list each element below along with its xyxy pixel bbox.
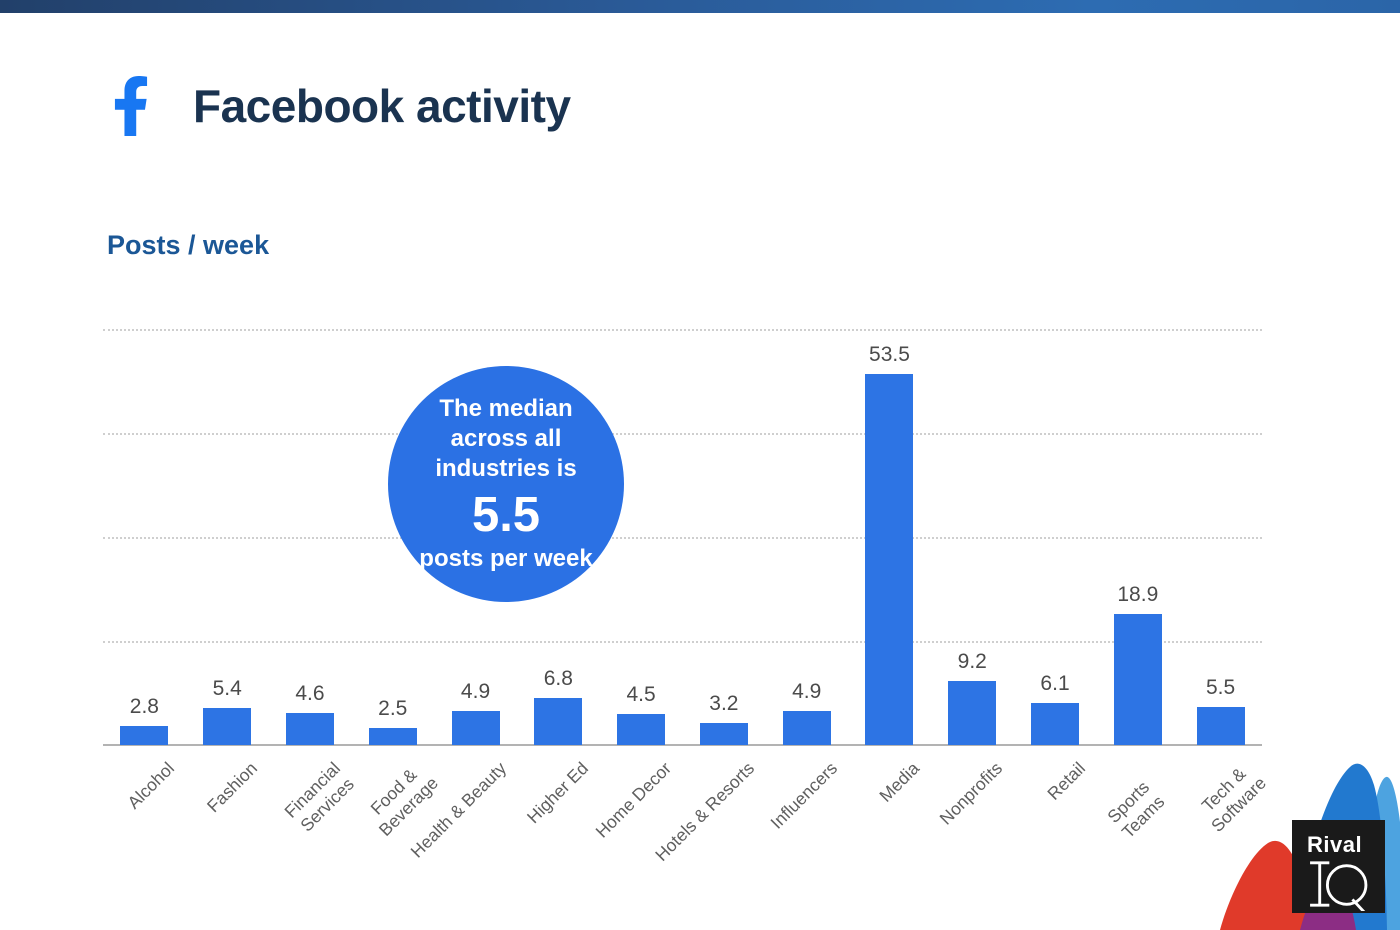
bar-value-label: 4.9 [792,680,822,704]
median-value: 5.5 [471,487,541,542]
bar-value-label: 4.6 [295,682,325,706]
bar [451,711,500,745]
bar [203,707,252,745]
median-text-line3: industries is [435,454,577,482]
median-annotation-circle: The median across all industries is 5.5 … [388,366,624,602]
bar [617,713,666,745]
median-text-line4: posts per week [419,544,593,572]
bar-value-label: 53.5 [869,343,910,367]
gridline [103,641,1262,643]
median-text-line1: The median [439,394,573,422]
page-title: Facebook activity [193,80,571,132]
category-label: Media [875,758,924,806]
bar [120,725,169,745]
rivaliq-iq-icon [1310,861,1368,911]
category-label: Influencers [766,758,841,833]
gridline [103,433,1262,435]
category-label: Home Decor [591,758,676,842]
gridline [103,329,1262,331]
category-label: Fashion [203,758,262,817]
rivaliq-wordmark: Rival [1307,832,1363,857]
bar [782,711,831,745]
gridline [103,537,1262,539]
x-axis-line [103,744,1262,746]
bar-value-label: 5.4 [212,676,242,700]
bar-value-label: 4.9 [460,680,491,704]
bar-chart: 2.8 Alcohol 5.4 Fashion 4.6 Financial Service… [103,329,1270,865]
wave-red [1220,840,1311,930]
bar-value-label: 6.8 [543,666,573,690]
bar [865,374,914,745]
bar [1113,613,1162,745]
bar-value-label: 5.5 [1205,675,1236,699]
bar-value-label: 18.9 [1117,582,1159,606]
bar [368,727,417,745]
bar-value-label: 9.2 [957,650,987,674]
median-text-line2: across all [450,424,562,452]
category-label: Retail [1043,758,1090,804]
bar [285,713,334,745]
bar-value-label: 6.1 [1040,671,1070,695]
bar [1031,702,1080,745]
header: Facebook activity [112,74,571,138]
facebook-icon [114,76,148,136]
bar-value-label: 2.5 [378,696,408,720]
section-label: Posts / week [107,230,270,260]
category-label: Sports Teams [1103,776,1169,843]
category-label: Nonprofits [935,758,1007,829]
bar [534,697,583,745]
bar [948,681,997,745]
bar [1196,706,1245,745]
bar-value-label: 3.2 [709,691,739,715]
category-label: Financial Services [280,758,358,836]
rivaliq-logo: Rival [1292,820,1385,913]
bar [699,722,748,745]
category-label: Alcohol [123,758,179,813]
top-accent-bar [0,0,1400,13]
bar-value-label: 4.5 [626,682,656,706]
bar-value-label: 2.8 [129,694,159,718]
category-label: Higher Ed [523,758,593,828]
